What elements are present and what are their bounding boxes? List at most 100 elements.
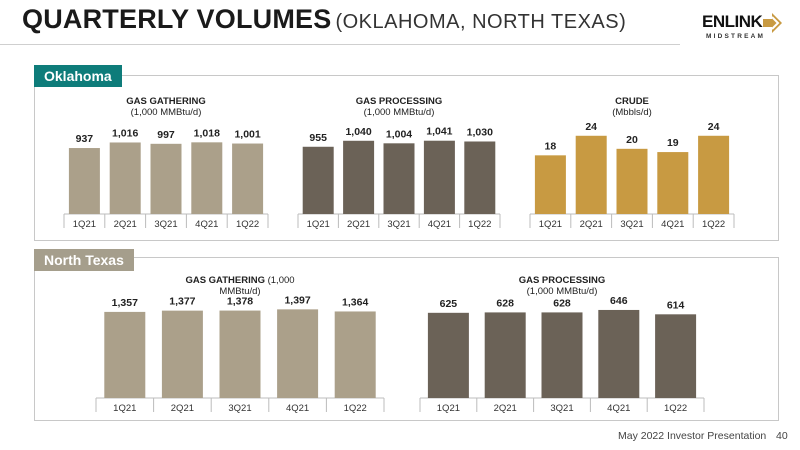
bar-4Q21 (423, 140, 455, 214)
chart-title-units-line: (1,000 MMBtu/d) (131, 107, 202, 118)
north-texas-panel (34, 257, 779, 421)
chart-title-units-line: (1,000 MMBtu/d) (364, 107, 435, 118)
bar-2Q21 (343, 140, 375, 214)
logo-arrow-icon (763, 13, 782, 33)
x-tick-label: 4Q21 (286, 403, 309, 414)
bar-3Q21 (219, 310, 261, 398)
x-tick-label: 3Q21 (387, 219, 410, 230)
x-tick-label: 1Q21 (539, 219, 562, 230)
x-tick-label: 4Q21 (607, 403, 630, 414)
chart-title-units-line: (Mbbls/d) (612, 107, 652, 118)
chart-title-line2: MMBtu/d) (219, 286, 260, 297)
x-tick-label: 1Q22 (468, 219, 491, 230)
x-tick-label: 1Q21 (437, 403, 460, 414)
bar-4Q21 (277, 309, 319, 398)
bar-3Q21 (383, 143, 415, 214)
bar-1Q21 (104, 311, 146, 398)
chart-title: CRUDE (615, 96, 649, 107)
logo-subtext: MIDSTREAM (706, 33, 766, 40)
data-label: 646 (610, 295, 628, 307)
data-label: 1,378 (227, 296, 253, 308)
x-tick-label: 3Q21 (228, 403, 251, 414)
x-tick-label: 1Q21 (307, 219, 330, 230)
x-tick-label: 1Q21 (73, 219, 96, 230)
chart-title-bold: GAS GATHERING (126, 96, 206, 107)
bar-2Q21 (161, 310, 203, 398)
oklahoma-section-tab: Oklahoma (34, 65, 122, 87)
page-title-main: QUARTERLY VOLUMES (22, 4, 332, 34)
x-tick-label: 1Q22 (702, 219, 725, 230)
data-label: 1,018 (194, 127, 220, 139)
bar-3Q21 (150, 143, 182, 214)
x-tick-label: 4Q21 (195, 219, 218, 230)
x-tick-label: 4Q21 (428, 219, 451, 230)
logo-wordmark: ENLINK (702, 12, 763, 31)
page-subtitle: (OKLAHOMA, NORTH TEXAS) (335, 11, 627, 33)
data-label: 1,377 (169, 296, 195, 308)
bar-1Q22 (334, 311, 376, 398)
chart-title-bold: GAS GATHERING (185, 275, 267, 286)
chart-title-bold: GAS PROCESSING (356, 96, 443, 107)
chart-title-units-line: (1,000 MMBtu/d) (527, 286, 598, 297)
title-divider (0, 44, 680, 45)
data-label: 628 (496, 297, 514, 309)
x-tick-label: 1Q22 (664, 403, 687, 414)
bar-2Q21 (109, 142, 141, 214)
chart-title-units: (1,000 (268, 275, 295, 286)
data-label: 1,001 (234, 129, 260, 141)
x-tick-label: 2Q21 (171, 403, 194, 414)
chart-title-bold: GAS PROCESSING (519, 275, 606, 286)
chart-title: GAS PROCESSING (519, 275, 606, 286)
bar-1Q21 (68, 148, 100, 214)
bar-2Q21 (484, 312, 526, 398)
x-tick-label: 2Q21 (580, 219, 603, 230)
data-label: 18 (545, 140, 557, 152)
north-texas-section-tab: North Texas (34, 249, 134, 271)
data-label: 628 (553, 297, 571, 309)
x-tick-label: 4Q21 (661, 219, 684, 230)
x-tick-label: 2Q21 (347, 219, 370, 230)
bar-3Q21 (616, 148, 648, 214)
data-label: 1,357 (112, 297, 138, 309)
data-label: 1,041 (426, 126, 452, 138)
x-tick-label: 3Q21 (550, 403, 573, 414)
data-label: 955 (309, 132, 327, 144)
x-tick-label: 2Q21 (114, 219, 137, 230)
bar-1Q21 (427, 312, 469, 398)
chart-title: GAS GATHERING (126, 96, 206, 107)
bar-2Q21 (575, 135, 607, 214)
x-tick-label: 1Q22 (236, 219, 259, 230)
chart-title: GAS GATHERING (1,000 (185, 275, 294, 286)
chart-title: GAS PROCESSING (356, 96, 443, 107)
data-label: 1,040 (345, 126, 371, 138)
data-label: 614 (667, 299, 685, 311)
data-label: 937 (76, 133, 94, 145)
page-title: QUARTERLY VOLUMES (OKLAHOMA, NORTH TEXAS) (22, 4, 626, 35)
bar-1Q21 (302, 146, 334, 214)
page-number: 40 (776, 430, 788, 442)
data-label: 19 (667, 137, 679, 149)
chart-title-bold: CRUDE (615, 96, 649, 107)
x-tick-label: 1Q21 (113, 403, 136, 414)
bar-4Q21 (598, 309, 640, 398)
data-label: 24 (585, 121, 597, 133)
data-label: 1,364 (342, 296, 368, 308)
data-label: 997 (157, 129, 175, 141)
data-label: 1,397 (284, 294, 310, 306)
data-label: 24 (708, 121, 720, 133)
bar-1Q22 (655, 314, 697, 398)
bar-4Q21 (191, 142, 223, 214)
bar-1Q22 (698, 135, 730, 214)
x-tick-label: 1Q22 (344, 403, 367, 414)
bar-4Q21 (657, 152, 689, 214)
data-label: 1,030 (467, 126, 493, 138)
bar-1Q22 (464, 141, 496, 214)
x-tick-label: 3Q21 (620, 219, 643, 230)
x-tick-label: 2Q21 (494, 403, 517, 414)
data-label: 625 (440, 298, 458, 310)
bar-3Q21 (541, 312, 583, 398)
data-label: 1,004 (386, 128, 412, 140)
bar-1Q22 (232, 143, 264, 214)
data-label: 20 (626, 134, 638, 146)
